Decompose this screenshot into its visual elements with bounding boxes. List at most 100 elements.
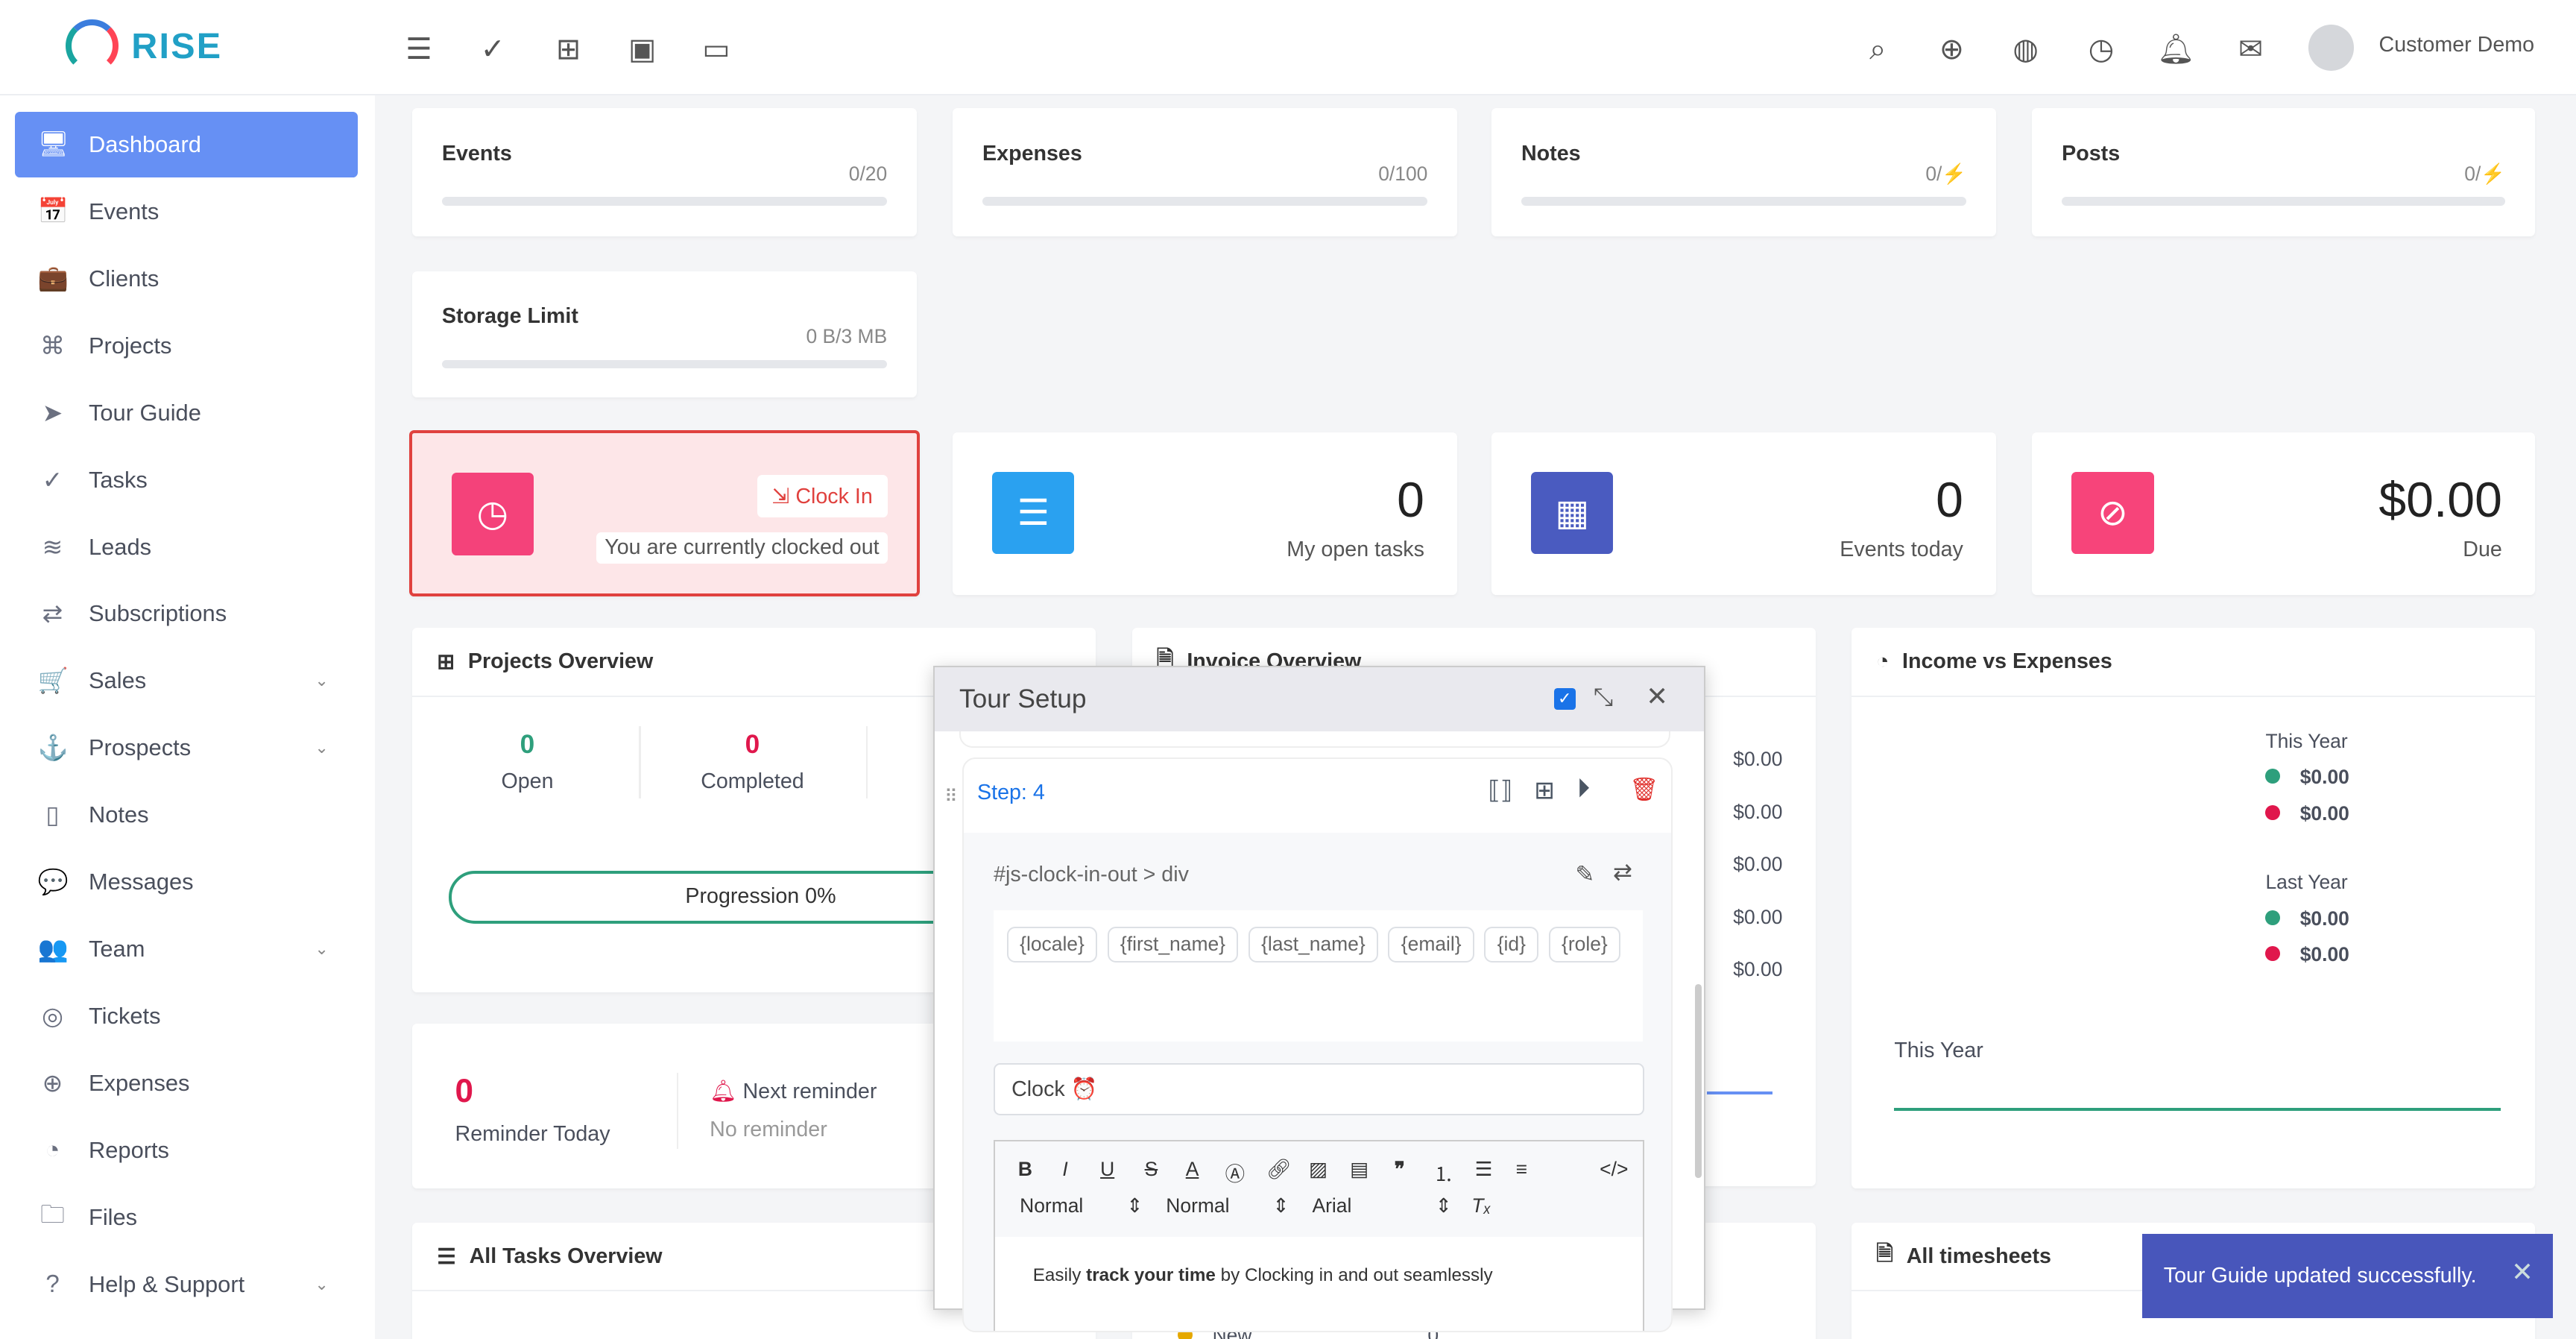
income-line: [1894, 1107, 2501, 1111]
menu-icon[interactable]: ☰: [405, 32, 432, 66]
placeholder-chip[interactable]: {email}: [1388, 926, 1475, 962]
sidebar-item-reports[interactable]: ◔ Reports: [15, 1118, 359, 1183]
avatar[interactable]: [2308, 25, 2355, 71]
placeholder-chip[interactable]: {last_name}: [1248, 926, 1379, 962]
clock-in-button[interactable]: ⇲ Clock In: [757, 474, 888, 517]
close-icon[interactable]: ✕: [1646, 682, 1668, 712]
sidebar-icon: ▯: [45, 801, 60, 830]
placeholder-chip[interactable]: {first_name}: [1107, 926, 1239, 962]
placeholder-chip[interactable]: {id}: [1484, 926, 1539, 962]
clear-format-button[interactable]: Tₓ: [1471, 1194, 1491, 1217]
sidebar-item-notes[interactable]: ▯ Notes: [15, 782, 359, 848]
stat-events-today[interactable]: ▦ 0 Events today: [1491, 432, 1996, 595]
logo[interactable]: RISE: [66, 19, 222, 72]
bold-button[interactable]: B: [1017, 1158, 1032, 1181]
monitor-icon[interactable]: ▭: [702, 32, 730, 66]
clock-in-out-widget: ◷ ⇲ Clock In You are currently clocked o…: [408, 430, 921, 597]
sidebar-icon: 💬: [37, 868, 69, 896]
sidebar-item-label: Clients: [88, 265, 160, 292]
logo-mark: [66, 19, 119, 72]
scrollbar[interactable]: [1695, 984, 1702, 1179]
search-icon[interactable]: ⌕: [1869, 32, 1887, 66]
quote-button[interactable]: ❞: [1394, 1158, 1405, 1181]
limit-card-posts: Posts 0/⚡: [2032, 108, 2535, 237]
invoice-value: $0.00: [1733, 800, 1783, 823]
background-color-button[interactable]: Ⓐ: [1225, 1163, 1246, 1186]
user-name[interactable]: Customer Demo: [2378, 33, 2535, 57]
sidebar-item-projects[interactable]: ⌘ Projects: [15, 313, 359, 379]
sidebar-item-sales[interactable]: 🛒 Sales ⌄: [15, 648, 359, 713]
play-icon[interactable]: ⏵: [1576, 773, 1591, 803]
select-element-icon[interactable]: ⟦⟧: [1488, 776, 1513, 804]
drag-handle-icon[interactable]: ⠿: [944, 787, 958, 807]
header-select[interactable]: Normal ⇕: [1020, 1194, 1143, 1217]
invoice-value: $0.00: [1733, 853, 1783, 876]
bell-icon[interactable]: 🔔︎: [2156, 32, 2195, 66]
sidebar-icon: 🖥: [37, 130, 69, 159]
underline-button[interactable]: U: [1100, 1158, 1115, 1181]
minimize-icon[interactable]: ⤡: [1593, 683, 1614, 711]
placeholder-chip[interactable]: {locale}: [1006, 926, 1098, 962]
text-color-button[interactable]: A: [1185, 1158, 1199, 1181]
plus-circle-icon[interactable]: ⊕: [1939, 32, 1965, 66]
link-button[interactable]: 🔗︎: [1266, 1158, 1292, 1181]
image-button[interactable]: ▨: [1309, 1158, 1328, 1181]
limit-card-expenses: Expenses 0/100: [953, 108, 1458, 237]
italic-button[interactable]: I: [1062, 1158, 1068, 1181]
check-circle-icon[interactable]: ✓: [480, 32, 505, 66]
step-title-input[interactable]: Clock ⏰: [994, 1062, 1644, 1116]
stat-due[interactable]: ⊘ $0.00 Due: [2032, 432, 2535, 595]
close-icon[interactable]: ✕: [2511, 1258, 2534, 1288]
sidebar-icon: ⌘: [40, 332, 66, 360]
progress-bar: [1521, 197, 1967, 206]
sidebar-item-label: Messages: [88, 869, 194, 895]
toast-notification: Tour Guide updated successfully. ✕: [2142, 1234, 2554, 1318]
sidebar-item-label: Expenses: [88, 1069, 190, 1096]
add-step-icon[interactable]: ⊞: [1534, 776, 1555, 804]
mail-icon[interactable]: ✉: [2238, 32, 2264, 66]
font-select[interactable]: Arial ⇕: [1312, 1194, 1452, 1217]
sidebar-item-leads[interactable]: ≋ Leads: [15, 514, 359, 579]
align-button[interactable]: ≡: [1515, 1158, 1528, 1181]
grid-icon[interactable]: ⊞: [555, 32, 581, 66]
sidebar-item-tasks[interactable]: ✓ Tasks: [15, 447, 359, 513]
size-select[interactable]: Normal ⇕: [1166, 1194, 1289, 1217]
bullet-list-button[interactable]: ☰: [1474, 1158, 1493, 1181]
sidebar-item-label: Files: [88, 1203, 138, 1230]
edit-icon[interactable]: ✎: [1575, 860, 1595, 887]
stat-open-tasks[interactable]: ☰ 0 My open tasks: [953, 432, 1458, 595]
briefcase-icon[interactable]: ▣: [628, 32, 657, 66]
globe-icon[interactable]: ◍: [2012, 32, 2039, 66]
ordered-list-button[interactable]: ⒈: [1433, 1163, 1453, 1186]
delete-icon[interactable]: 🗑︎: [1629, 775, 1659, 802]
swap-icon[interactable]: ⇄: [1613, 859, 1632, 886]
sidebar-item-subscriptions[interactable]: ⇄ Subscriptions: [15, 581, 359, 646]
sidebar-item-label: Notes: [88, 801, 149, 828]
progress-bar: [982, 197, 1428, 206]
sidebar-item-files[interactable]: 🗀 Files: [15, 1185, 359, 1250]
sidebar-item-help-support[interactable]: ? Help & Support ⌄: [15, 1252, 359, 1317]
sidebar-item-tickets[interactable]: ◎ Tickets: [15, 983, 359, 1049]
sidebar-item-prospects[interactable]: ⚓ Prospects ⌄: [15, 715, 359, 781]
clock-icon[interactable]: ◷: [2088, 32, 2115, 66]
sidebar-item-expenses[interactable]: ⊕ Expenses: [15, 1050, 359, 1116]
step-content-editor[interactable]: Easily track your time by Clocking in an…: [994, 1237, 1644, 1332]
code-button[interactable]: </>: [1600, 1158, 1629, 1181]
enable-checkbox[interactable]: ✓: [1553, 688, 1576, 710]
progress-bar: [441, 359, 888, 368]
chevron-down-icon: ⌄: [315, 671, 329, 690]
sidebar-item-events[interactable]: 📅 Events: [15, 179, 359, 245]
dialog-title: Tour Setup: [959, 684, 1087, 713]
sidebar-item-dashboard[interactable]: 🖥 Dashboard: [14, 111, 359, 178]
video-button[interactable]: ▤: [1350, 1158, 1369, 1181]
sidebar-item-label: Events: [88, 198, 160, 224]
strike-button[interactable]: S: [1144, 1158, 1158, 1181]
sidebar-item-messages[interactable]: 💬 Messages: [15, 849, 359, 915]
sidebar-icon: ≋: [42, 533, 63, 561]
sidebar-item-label: Sales: [88, 667, 147, 694]
placeholder-chip[interactable]: {role}: [1548, 926, 1621, 962]
sidebar-item-clients[interactable]: 💼 Clients: [15, 246, 359, 312]
sidebar-item-team[interactable]: 👥 Team ⌄: [15, 916, 359, 982]
file-icon: 🗎: [1876, 1241, 1894, 1266]
sidebar-item-tour-guide[interactable]: ➤ Tour Guide: [15, 380, 359, 446]
